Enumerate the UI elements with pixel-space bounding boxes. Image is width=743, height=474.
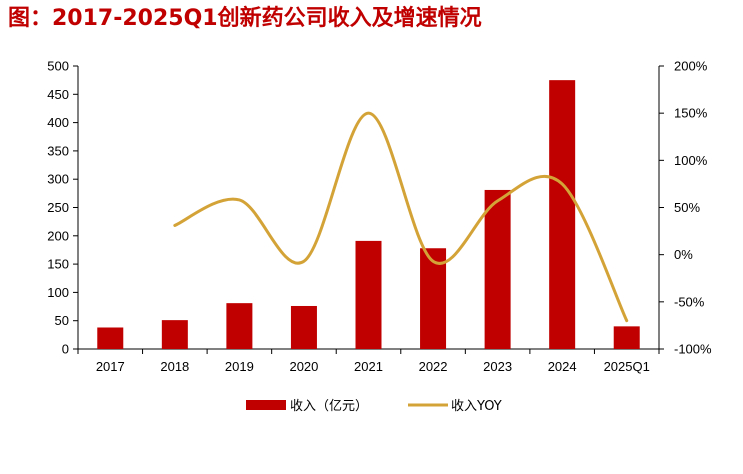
left-tick-label: 300 — [47, 172, 69, 187]
bar — [226, 303, 253, 349]
right-tick-label: -100% — [674, 342, 712, 357]
x-tick-label: 2025Q1 — [604, 359, 650, 374]
x-tick-label: 2020 — [289, 359, 318, 374]
legend-swatch-revenue — [246, 400, 286, 410]
bar — [355, 240, 382, 349]
left-tick-label: 50 — [55, 313, 69, 328]
yoy-line — [173, 111, 629, 323]
bar — [290, 305, 317, 349]
right-tick-label: -50% — [674, 294, 705, 309]
legend: 收入（亿元） 收入YOY — [246, 399, 502, 414]
left-tick-label: 350 — [47, 143, 69, 158]
x-tick-label: 2017 — [96, 359, 125, 374]
bar — [613, 326, 640, 349]
right-tick-label: 100% — [674, 153, 708, 168]
left-tick-label: 100 — [47, 285, 69, 300]
legend-label-revenue: 收入（亿元） — [290, 399, 368, 414]
x-tick-label: 2018 — [160, 359, 189, 374]
x-tick-label: 2024 — [548, 359, 577, 374]
x-tick-label: 2023 — [483, 359, 512, 374]
bar — [549, 80, 576, 350]
x-tick-label: 2019 — [225, 359, 254, 374]
right-tick-label: 150% — [674, 106, 708, 121]
x-tick-label: 2021 — [354, 359, 383, 374]
x-tick-label: 2022 — [419, 359, 448, 374]
chart-title: 图：2017-2025Q1创新药公司收入及增速情况 — [8, 6, 482, 31]
right-tick-label: 50% — [674, 200, 700, 215]
line-series — [173, 111, 629, 323]
legend-label-yoy: 收入YOY — [451, 399, 502, 414]
bar-series — [97, 80, 640, 350]
right-tick-label: 200% — [674, 59, 708, 74]
bar — [97, 327, 124, 349]
left-tick-label: 500 — [47, 59, 69, 74]
right-tick-label: 0% — [674, 247, 693, 262]
left-tick-label: 450 — [47, 87, 69, 102]
left-tick-label: 0 — [62, 342, 69, 357]
left-tick-label: 400 — [47, 115, 69, 130]
left-tick-label: 200 — [47, 228, 69, 243]
left-tick-label: 250 — [47, 200, 69, 215]
bar — [161, 320, 188, 349]
left-tick-label: 150 — [47, 257, 69, 272]
bar — [420, 248, 447, 349]
bar — [484, 189, 511, 349]
